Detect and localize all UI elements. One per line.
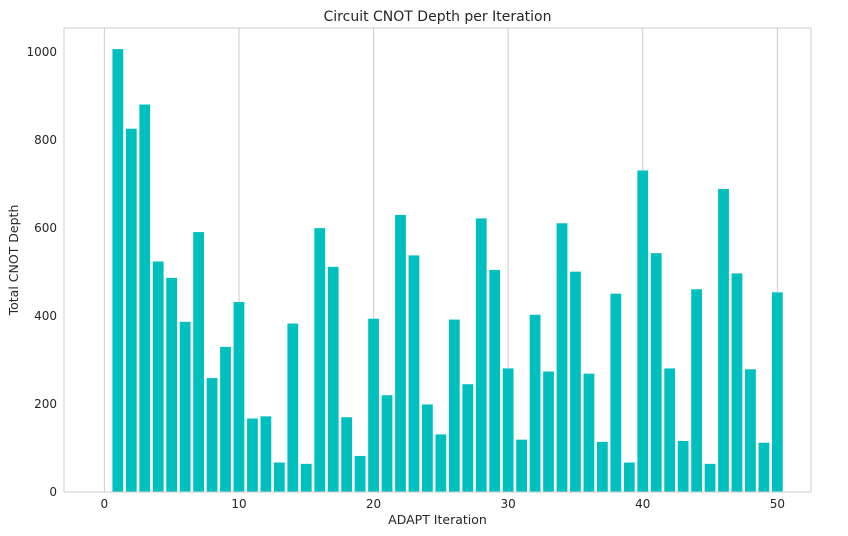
bar-iteration-12 (260, 416, 272, 492)
bar-iteration-35 (570, 271, 581, 492)
bar-iteration-38 (610, 293, 622, 492)
y-tick-label: 400 (34, 309, 57, 323)
x-tick-label: 10 (231, 497, 246, 511)
bar-iteration-2 (125, 128, 137, 492)
bar-iteration-9 (220, 346, 231, 492)
bar-iteration-6 (179, 321, 191, 492)
bar-iteration-44 (691, 289, 702, 492)
y-axis-title: Total CNOT Depth (6, 205, 21, 317)
bar-iteration-5 (166, 277, 178, 492)
bar-iteration-26 (448, 319, 460, 492)
x-tick-label: 40 (635, 497, 650, 511)
chart-title: Circuit CNOT Depth per Iteration (324, 9, 552, 25)
bar-iteration-4 (152, 261, 164, 492)
bar-iteration-18 (341, 417, 353, 492)
x-tick-label: 20 (366, 497, 381, 511)
bar-iteration-7 (193, 232, 204, 493)
bar-iteration-46 (718, 188, 729, 492)
y-tick-label: 1000 (26, 45, 57, 59)
bar-iteration-17 (327, 266, 339, 492)
bars (112, 49, 783, 493)
bar-iteration-19 (354, 455, 366, 492)
bar-iteration-32 (529, 314, 541, 492)
plot-frame (63, 27, 812, 493)
y-tick-label: 200 (34, 397, 57, 411)
y-tick-labels: 0 200 400 600 800 1000 (26, 45, 57, 499)
x-axis-title: ADAPT Iteration (388, 512, 487, 527)
bar-iteration-14 (287, 323, 299, 492)
x-tick-labels: 0 10 20 30 40 50 (101, 497, 785, 511)
bar-iteration-37 (596, 441, 608, 492)
bar-iteration-1 (112, 49, 124, 492)
bar-iteration-20 (368, 318, 379, 492)
bar-iteration-49 (758, 442, 770, 492)
bar-iteration-41 (650, 253, 662, 492)
bar-iteration-22 (395, 214, 406, 492)
bar-iteration-15 (300, 463, 312, 492)
bar-iteration-36 (583, 373, 595, 492)
x-tick-label: 50 (770, 497, 785, 511)
bar-iteration-43 (677, 440, 689, 492)
bar-iteration-33 (543, 371, 554, 492)
bar-iteration-40 (637, 170, 649, 492)
y-tick-label: 800 (34, 133, 57, 147)
y-tick-label: 600 (34, 221, 57, 235)
bar-iteration-23 (408, 255, 420, 492)
x-tick-label: 0 (101, 497, 109, 511)
bar-iteration-10 (233, 302, 245, 492)
bar-iteration-3 (139, 104, 151, 493)
bar-iteration-34 (556, 223, 568, 493)
bar-iteration-27 (462, 384, 474, 492)
bar-iteration-42 (664, 368, 676, 492)
bar-iteration-39 (623, 462, 635, 492)
bar-iteration-8 (206, 378, 218, 492)
bar-iteration-16 (314, 228, 326, 492)
bar-iteration-31 (516, 439, 528, 492)
bar-iteration-25 (435, 434, 447, 492)
y-tick-label: 0 (49, 485, 57, 499)
bar-iteration-48 (745, 369, 756, 492)
bar-iteration-11 (247, 418, 258, 492)
bar-iteration-21 (381, 395, 393, 492)
bar-iteration-47 (731, 273, 743, 492)
bar-iteration-24 (422, 404, 433, 492)
bar-iteration-29 (489, 269, 501, 492)
bar-iteration-45 (704, 463, 716, 492)
bar-iteration-30 (502, 368, 514, 492)
bar-iteration-28 (475, 218, 487, 492)
bar-iteration-50 (771, 292, 783, 492)
bar-iteration-13 (273, 462, 285, 492)
x-tick-label: 30 (501, 497, 516, 511)
